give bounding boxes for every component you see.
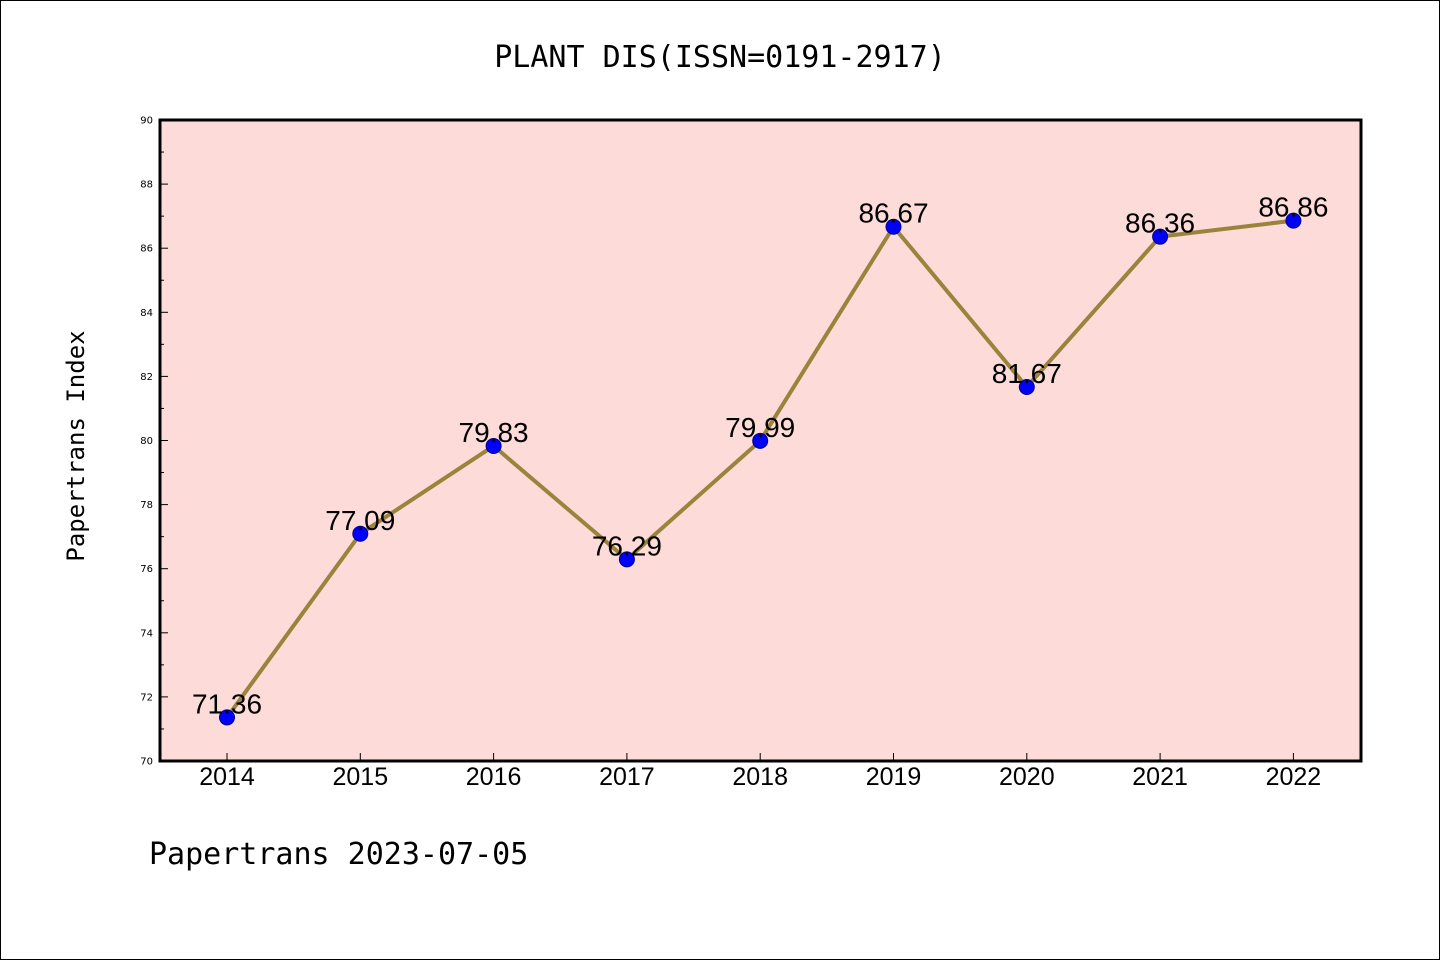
y-tick-label: 80 <box>140 436 153 447</box>
data-point <box>618 551 635 568</box>
data-label: 79.99 <box>725 412 795 443</box>
y-tick-label: 82 <box>140 372 153 383</box>
y-tick-label: 76 <box>140 564 153 575</box>
data-label: 77.09 <box>325 505 395 536</box>
data-point <box>1285 212 1302 229</box>
data-label: 79.83 <box>459 417 529 448</box>
data-point <box>219 709 235 726</box>
data-markers <box>219 212 1302 726</box>
data-labels: 71.36 77.09 79.83 76.29 79.99 86.67 81.67 86.36… <box>192 192 1328 720</box>
x-tick-label: 2017 <box>599 763 655 791</box>
x-tick-label: 2022 <box>1266 763 1322 791</box>
y-tick-label: 78 <box>140 500 153 511</box>
y-tick-label: 72 <box>140 692 153 703</box>
x-tick-label: 2019 <box>866 763 922 791</box>
data-point <box>485 437 502 454</box>
x-tick-label: 2014 <box>199 763 255 791</box>
y-tick-label: 84 <box>140 308 153 319</box>
x-tick-label: 2016 <box>466 763 522 791</box>
data-point <box>752 432 769 449</box>
data-label: 86.86 <box>1258 192 1328 223</box>
y-axis-label: Papertrans Index <box>62 330 90 561</box>
y-tick-label: 70 <box>140 757 153 768</box>
data-label: 86.36 <box>1125 208 1195 239</box>
data-point <box>352 525 369 542</box>
data-point <box>885 218 902 235</box>
data-label: 81.67 <box>992 358 1062 389</box>
x-tick-label: 2018 <box>732 763 788 791</box>
x-tick-label: 2020 <box>999 763 1055 791</box>
x-tick-label: 2021 <box>1132 763 1188 791</box>
y-tick-label: 88 <box>140 180 153 191</box>
plot-border <box>158 118 1363 763</box>
data-label: 86.67 <box>858 198 928 229</box>
x-axis: 2014 2015 2016 2017 2018 2019 2020 2021 2022 <box>199 753 1321 791</box>
x-tick-label: 2015 <box>332 763 388 791</box>
y-tick-label: 90 <box>140 116 153 127</box>
y-tick-label: 74 <box>140 628 153 639</box>
chart-title: PLANT DIS(ISSN=0191-2917) <box>494 40 946 75</box>
data-label: 71.36 <box>192 688 262 719</box>
data-point <box>1152 228 1169 245</box>
footer-text: Papertrans 2023-07-05 <box>149 837 528 872</box>
y-tick-label: 86 <box>140 244 153 255</box>
data-point <box>1018 378 1035 395</box>
data-label: 76.29 <box>592 530 662 561</box>
